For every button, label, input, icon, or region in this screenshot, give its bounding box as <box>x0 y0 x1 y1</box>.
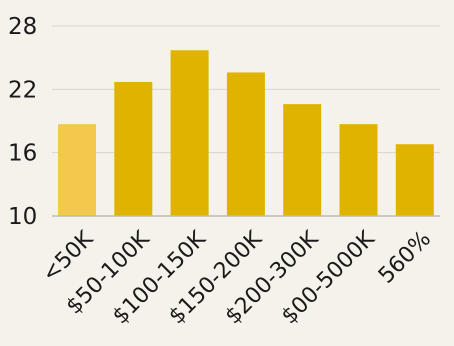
y-axis-ticks: 10 16 22 28 <box>8 14 37 230</box>
bar-1 <box>114 81 153 216</box>
bar-2 <box>170 50 209 217</box>
x-tick-label: 560% <box>374 227 436 289</box>
bar-4 <box>283 104 322 216</box>
bars <box>58 50 434 217</box>
y-tick-label: 10 <box>8 204 37 230</box>
y-tick-label: 22 <box>8 77 37 103</box>
bar-0 <box>58 124 96 216</box>
x-axis-tick-labels: <50K$50-100K$100-150K$150-200K$200-300K$… <box>38 226 437 329</box>
y-tick-label: 16 <box>8 141 37 167</box>
y-tick-label: 28 <box>8 14 37 40</box>
bar-3 <box>226 72 265 216</box>
bar-6 <box>395 144 434 216</box>
bar-5 <box>339 124 378 216</box>
